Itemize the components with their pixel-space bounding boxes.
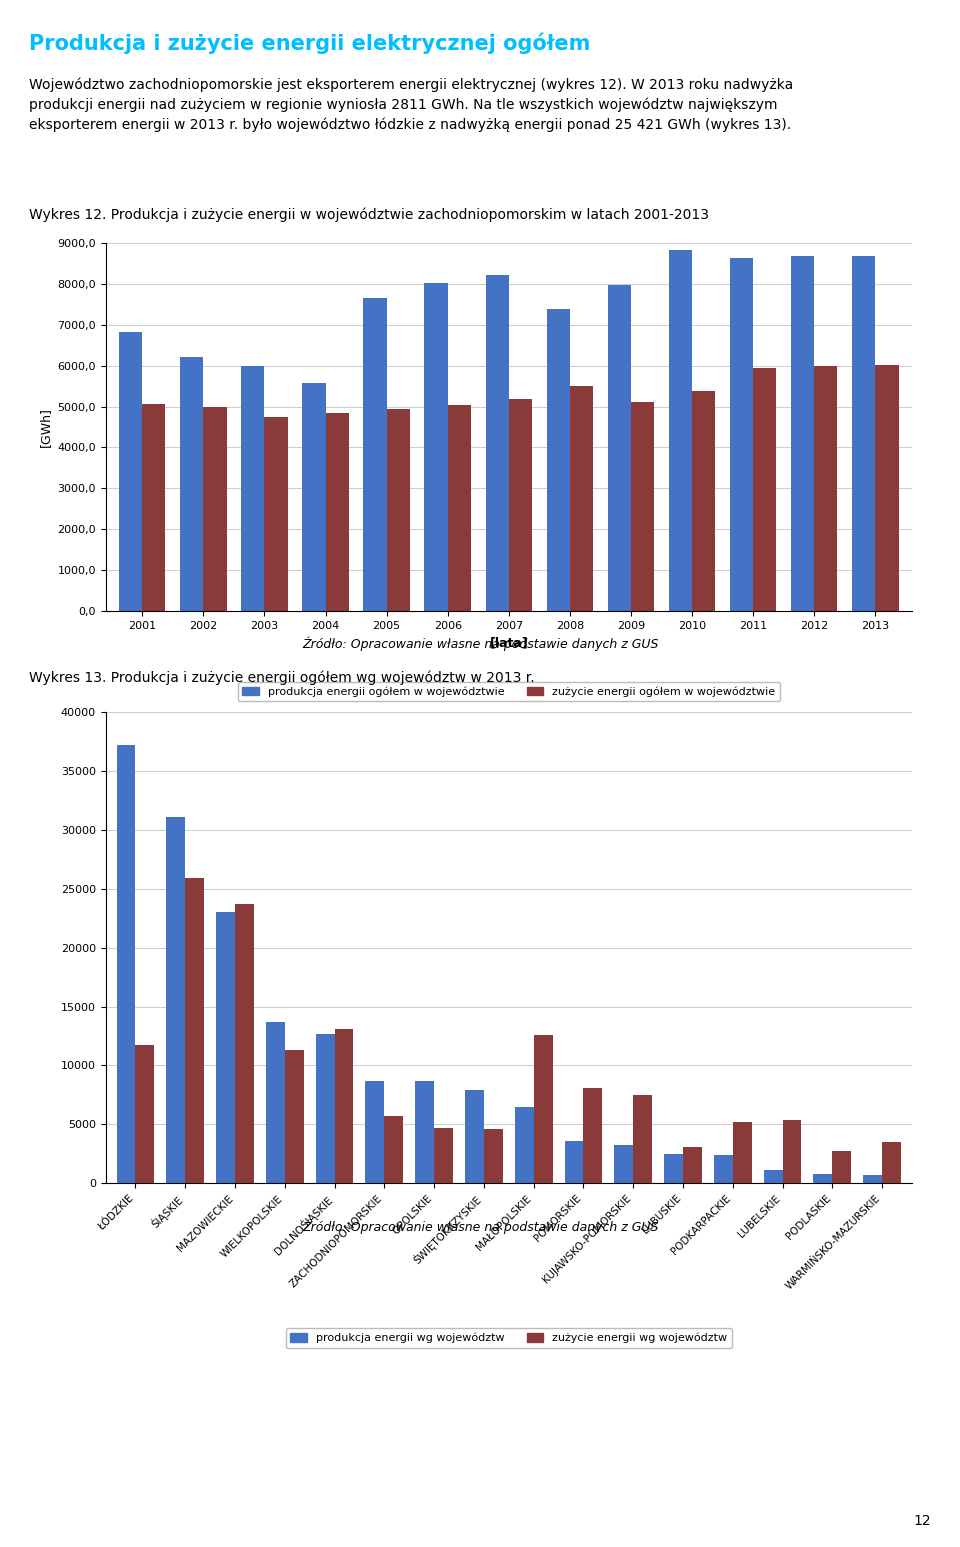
X-axis label: [lata]: [lata] [490,636,528,650]
Bar [614,1145,634,1183]
Bar [185,879,204,1183]
Bar [692,390,715,611]
Bar [335,1029,353,1183]
Text: Wykres 12. Produkcja i zużycie energii w województwie zachodniopomorskim w latac: Wykres 12. Produkcja i zużycie energii w… [29,207,708,223]
Legend: produkcja energii ogółem w województwie, zużycie energii ogółem w województwie: produkcja energii ogółem w województwie,… [238,682,780,701]
Bar [302,382,325,611]
Y-axis label: [GWh]: [GWh] [38,407,52,447]
Bar [631,402,654,611]
Bar [204,407,227,611]
Bar [852,257,876,611]
Bar [285,1050,303,1183]
Legend: produkcja energii wg województw, zużycie energii wg województw: produkcja energii wg województw, zużycie… [286,1329,732,1347]
Bar [434,1128,453,1183]
Bar [754,368,777,611]
Bar [730,258,754,611]
Bar [266,1023,285,1183]
Bar [384,1117,403,1183]
Bar [484,1129,503,1183]
Bar [732,1122,752,1183]
Bar [366,1081,384,1183]
Text: Województwo zachodniopomorskie jest eksporterem energii elektrycznej (wykres 12): Województwo zachodniopomorskie jest eksp… [29,77,793,133]
Bar [509,399,532,611]
Bar [135,1046,155,1183]
Bar [570,387,593,611]
Bar [782,1120,802,1183]
Bar [364,299,387,611]
Bar [216,913,235,1183]
Bar [465,1091,484,1183]
Bar [763,1171,782,1183]
Bar [116,744,135,1183]
Bar [515,1106,534,1183]
Bar [387,410,410,611]
Bar [486,275,509,611]
Bar [634,1095,652,1183]
Text: Produkcja i zużycie energii elektrycznej ogółem: Produkcja i zużycie energii elektrycznej… [29,32,590,54]
Bar [814,367,837,611]
Bar [142,404,165,611]
Bar [863,1176,882,1183]
Bar [564,1142,584,1183]
Bar [546,309,570,611]
Bar [876,365,899,611]
Bar [235,903,254,1183]
Text: Źródło: Opracowanie własne na podstawie danych z GUS: Źródło: Opracowanie własne na podstawie … [301,1219,659,1235]
Bar [416,1081,434,1183]
Bar [683,1146,702,1183]
Bar [424,283,447,611]
Bar [608,286,631,611]
Bar [316,1033,335,1183]
Bar [166,817,185,1183]
Bar [664,1154,683,1183]
Bar [447,405,471,611]
Text: Źródło: Opracowanie własne na podstawie danych z GUS: Źródło: Opracowanie własne na podstawie … [301,636,659,651]
Bar [119,333,142,611]
Bar [882,1142,901,1183]
Bar [325,413,348,611]
Bar [264,416,288,611]
Bar [813,1174,832,1183]
Bar [584,1088,602,1183]
Text: Wykres 13. Produkcja i zużycie energii ogółem wg województw w 2013 r.: Wykres 13. Produkcja i zużycie energii o… [29,670,535,685]
Bar [791,257,814,611]
Text: 12: 12 [914,1513,931,1528]
Bar [832,1151,852,1183]
Bar [669,251,692,611]
Bar [714,1156,732,1183]
Bar [534,1035,553,1183]
Bar [180,357,204,611]
Bar [241,367,264,611]
